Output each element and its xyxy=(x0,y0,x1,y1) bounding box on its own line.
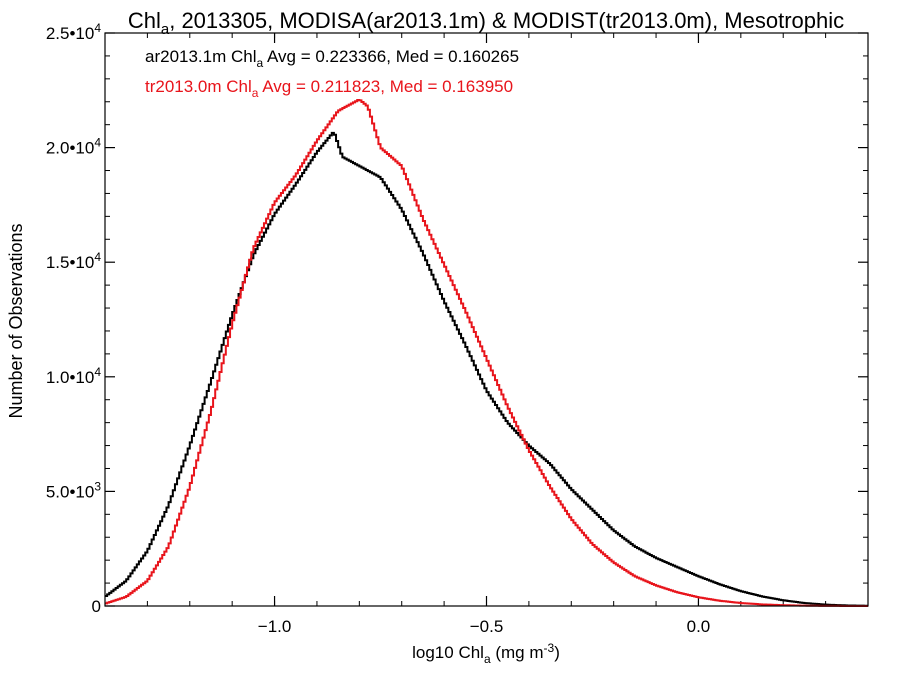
annotation-series-1: ar2013.1m Chla Avg = 0.223366, Med = 0.1… xyxy=(145,47,519,70)
x-tick-label: 0.0 xyxy=(687,617,711,636)
y-tick-label: 1.5•104 xyxy=(46,250,102,272)
plot-frame xyxy=(104,32,869,607)
data-series xyxy=(105,99,868,607)
histogram-series-1 xyxy=(105,131,868,607)
chart-title: Chla, 2013305, MODISA(ar2013.1m) & MODIS… xyxy=(128,8,844,38)
y-tick-label: 2.0•104 xyxy=(46,136,102,158)
x-tick-label: −1.0 xyxy=(258,617,292,636)
axis-ticks: −1.0 −0.5 0.0 0 5.0•103 1.0•104 1.5•104 2.0•104… xyxy=(46,21,869,636)
y-tick-label: 2.5•104 xyxy=(46,21,102,43)
histogram-series-2 xyxy=(105,99,868,607)
annotation-series-2: tr2013.0m Chla Avg = 0.211823, Med = 0.1… xyxy=(145,77,513,100)
x-axis-label: log10 Chla (mg m-3) xyxy=(412,641,560,666)
y-tick-label: 5.0•103 xyxy=(46,479,102,501)
y-tick-label: 0 xyxy=(92,597,101,616)
y-tick-label: 1.0•104 xyxy=(46,365,102,387)
y-axis-label: Number of Observations xyxy=(6,223,26,418)
x-tick-label: −0.5 xyxy=(470,617,504,636)
